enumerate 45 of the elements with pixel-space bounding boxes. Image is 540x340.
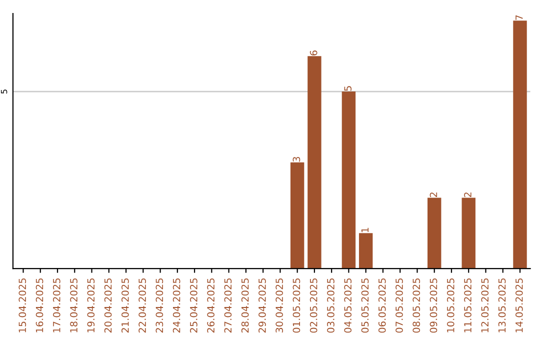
- bar: [428, 198, 442, 269]
- x-tick-label: 25.04.2025: [190, 278, 198, 333]
- x-tick-label: 21.04.2025: [121, 278, 129, 333]
- x-tick-label: 07.05.2025: [396, 278, 403, 333]
- bar: [462, 198, 476, 269]
- data-label: 2: [464, 192, 472, 198]
- x-tick-label: 11.05.2025: [464, 278, 472, 332]
- data-label: 2: [430, 192, 438, 198]
- x-tick-label: 30.04.2025: [276, 278, 284, 333]
- bar: [358, 233, 373, 269]
- x-tick-label: 15.04.2025: [18, 278, 26, 332]
- x-tick-label: 05.05.2025: [361, 278, 369, 333]
- bar: [342, 92, 356, 269]
- ref-line-label: 5: [0, 90, 8, 94]
- x-tick-label: 13.05.2025: [498, 278, 506, 332]
- data-label: 7: [516, 15, 523, 20]
- x-tick-label: 10.05.2025: [446, 278, 454, 332]
- x-tick-label: 19.04.2025: [87, 278, 95, 332]
- x-tick-label: 26.04.2025: [207, 278, 214, 333]
- x-tick-label: 06.05.2025: [378, 278, 386, 333]
- x-tick-label: 29.04.2025: [258, 278, 266, 333]
- data-label: 5: [344, 86, 352, 91]
- bar: [290, 162, 304, 269]
- x-tick-label: 12.05.2025: [481, 278, 489, 332]
- x-tick-label: 01.05.2025: [292, 278, 300, 333]
- x-tick-label: 28.04.2025: [241, 278, 249, 333]
- x-tick-label: 03.05.2025: [327, 278, 334, 333]
- x-tick-label: 04.05.2025: [344, 278, 352, 333]
- data-label: 6: [310, 50, 318, 56]
- data-label: 3: [292, 156, 300, 162]
- x-tick-label: 27.04.2025: [224, 278, 232, 333]
- x-tick-label: 18.04.2025: [70, 278, 78, 332]
- x-tick-label: 17.04.2025: [52, 278, 60, 332]
- x-tick-label: 23.04.2025: [156, 278, 164, 333]
- x-tick-label: 14.05.2025: [515, 278, 523, 332]
- bar: [308, 56, 322, 269]
- x-tick-label: 09.05.2025: [430, 278, 438, 333]
- x-tick-label: 24.04.2025: [172, 278, 180, 333]
- x-tick-label: 02.05.2025: [310, 278, 318, 333]
- x-tick-label: 22.04.2025: [138, 278, 146, 333]
- x-tick-label: 08.05.2025: [412, 278, 420, 333]
- x-tick-label: 16.04.2025: [36, 278, 44, 332]
- data-label: 1: [361, 228, 369, 232]
- bar: [513, 20, 527, 269]
- x-tick-label: 20.04.2025: [104, 278, 112, 333]
